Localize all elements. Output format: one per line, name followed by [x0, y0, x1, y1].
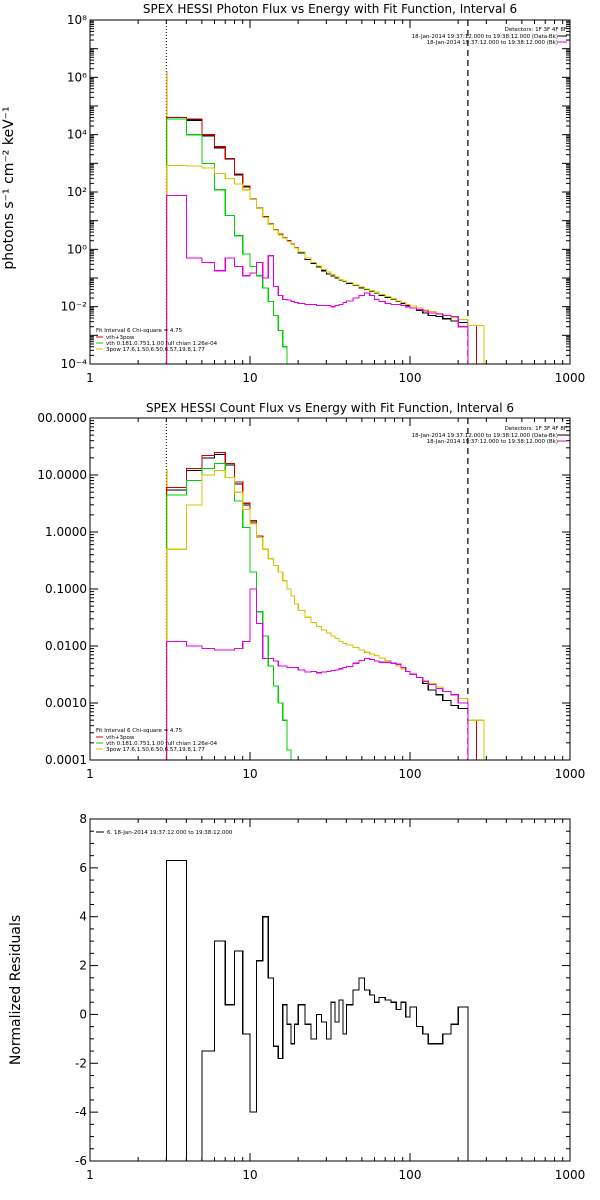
count-flux-series-yellow [165, 469, 485, 760]
photon-flux-header-data: 18-Jan-2014 19:37:12.000 to 19:38:12.000… [412, 34, 558, 40]
count-flux-panel: SPEX HESSI Count Flux vs Energy with Fit… [37, 401, 585, 781]
count-flux-series-magenta [165, 588, 469, 760]
photon-flux-xtick-label: 1000 [555, 371, 586, 385]
photon-flux-xtick-label: 10 [242, 371, 257, 385]
count-flux-xtick-label: 1 [86, 767, 94, 781]
count-flux-xtick-label: 10 [242, 767, 257, 781]
photon-flux-header-bk: 18-Jan-2014 19:37:12.000 to 19:38:12.000… [427, 40, 558, 46]
count-flux-detectors: Detectors: 1F 3F 4F 8F [505, 426, 567, 432]
residuals-ytick-label: 8 [79, 812, 87, 826]
count-flux-xtick-label: 1000 [555, 767, 586, 781]
residuals-ytick-label: 0 [79, 1007, 87, 1021]
photon-flux-fit-line-1: vth+3pow [106, 335, 135, 341]
photon-flux-ytick-label: 10⁴ [67, 128, 87, 142]
count-flux-fit-info: Fit Interval 6 Chi-square = 4.75 vth+3po… [96, 728, 218, 753]
count-flux-frame [89, 417, 571, 761]
count-flux-ytick-label: 10.0000 [37, 468, 87, 482]
photon-flux-xtick-label: 1 [86, 371, 94, 385]
count-flux-ytick-label: 0.1000 [45, 582, 87, 596]
photon-flux-ytick-label: 10⁻⁴ [61, 357, 88, 371]
count-flux-fit-title: Fit Interval 6 Chi-square = 4.75 [96, 728, 183, 734]
count-flux-ytick-label: 0.0010 [45, 696, 87, 710]
photon-flux-ylabel: photons s⁻¹ cm⁻² keV⁻¹ [1, 106, 17, 269]
photon-flux-fit-info: Fit Interval 6 Chi-square = 4.75 vth+3po… [96, 328, 218, 353]
photon-flux-series-yellow [165, 164, 485, 364]
count-flux-ytick-label: 0.0100 [45, 639, 87, 653]
residuals-ytick-label: -2 [75, 1056, 87, 1070]
photon-flux-ytick-label: 10² [67, 185, 87, 199]
count-flux-fit-line-3: 3pow 17.6,1.50,6.50,6.57,19.8,1.77 [106, 747, 205, 753]
count-flux-plot: 1 10 100 1000 0.0001 0.0010 0.0100 0.1000 1.0000… [37, 411, 585, 781]
count-flux-title: SPEX HESSI Count Flux vs Energy with Fit… [146, 401, 514, 415]
photon-flux-series-magenta [165, 195, 469, 364]
photon-flux-plot: 1 10 100 1000 10⁻⁴ 10⁻² 10⁰ 10² 10⁴ 10⁶ 10⁸ [61, 13, 586, 385]
count-flux-ytick-label: 1.0000 [45, 525, 87, 539]
count-flux-series-black [165, 453, 469, 760]
count-flux-header: Detectors: 1F 3F 4F 8F 18-Jan-2014 19:37… [412, 426, 567, 445]
count-flux-series-green [165, 462, 292, 760]
photon-flux-frame [89, 19, 571, 365]
count-flux-fit-line-1: vth+3pow [106, 735, 135, 741]
residuals-frame [89, 818, 571, 1162]
photon-flux-ytick-label: 10⁸ [67, 13, 87, 27]
photon-flux-ytick-label: 10⁰ [67, 242, 87, 256]
count-flux-ytick-label: 00.0000 [37, 411, 87, 425]
photon-flux-panel: SPEX HESSI Photon Flux vs Energy with Fi… [1, 2, 585, 385]
residuals-xtick-label: 100 [399, 1168, 422, 1182]
photon-flux-series-red [165, 116, 477, 364]
photon-flux-detectors: Detectors: 1F 3F 4F 8F [505, 27, 567, 33]
count-flux-ytick-label: 0.0001 [45, 753, 87, 767]
count-flux-fit-line-2: vth 0.181,0.751,1.00 full chian 1.26e-04 [106, 741, 218, 747]
residuals-legend: 6. 18-Jan-2014 19:37:12.000 to 19:38:12.… [96, 830, 233, 836]
residuals-series-black [165, 859, 469, 1162]
photon-flux-fit-line-3: 3pow 17.6,1.50,6.50,6.57,19.8,1.77 [106, 347, 205, 353]
residuals-plot: 1 10 100 1000 -6 -4 -2 0 2 4 6 8 [75, 812, 585, 1182]
photon-flux-fit-title: Fit Interval 6 Chi-square = 4.75 [96, 328, 183, 334]
count-flux-series-red [165, 451, 477, 760]
residuals-ytick-label: 2 [79, 959, 87, 973]
residuals-ytick-label: 6 [79, 861, 87, 875]
photon-flux-header: Detectors: 1F 3F 4F 8F 18-Jan-2014 19:37… [412, 27, 567, 46]
count-flux-header-data: 18-Jan-2014 19:37:12.000 to 19:38:12.000… [412, 433, 558, 439]
residuals-ytick-label: 4 [79, 910, 87, 924]
photon-flux-ytick-label: 10⁻² [61, 300, 88, 314]
residuals-ytick-label: -4 [75, 1105, 87, 1119]
residuals-ytick-label: -6 [75, 1154, 87, 1168]
photon-flux-ytick-label: 10⁶ [67, 70, 87, 84]
residuals-xtick-label: 1000 [555, 1168, 586, 1182]
residuals-legend-text: 6. 18-Jan-2014 19:37:12.000 to 19:38:12.… [107, 830, 233, 836]
photon-flux-xtick-label: 100 [399, 371, 422, 385]
photon-flux-series-green [165, 118, 291, 365]
count-flux-header-bk: 18-Jan-2014 19:37:12.000 to 19:38:12.000… [427, 439, 558, 445]
residuals-xtick-label: 10 [242, 1168, 257, 1182]
count-flux-xtick-label: 100 [399, 767, 422, 781]
residuals-panel: Normalized Residuals 1 10 100 1000 -6 -4 -2 0 2 4… [8, 812, 585, 1182]
photon-flux-title: SPEX HESSI Photon Flux vs Energy with Fi… [143, 2, 517, 16]
residuals-xtick-label: 1 [86, 1168, 94, 1182]
photon-flux-series-black [165, 118, 469, 364]
photon-flux-fit-line-2: vth 0.181,0.751,1.00 full chian 1.26e-04 [106, 341, 218, 347]
residuals-ylabel: Normalized Residuals [8, 915, 24, 1065]
